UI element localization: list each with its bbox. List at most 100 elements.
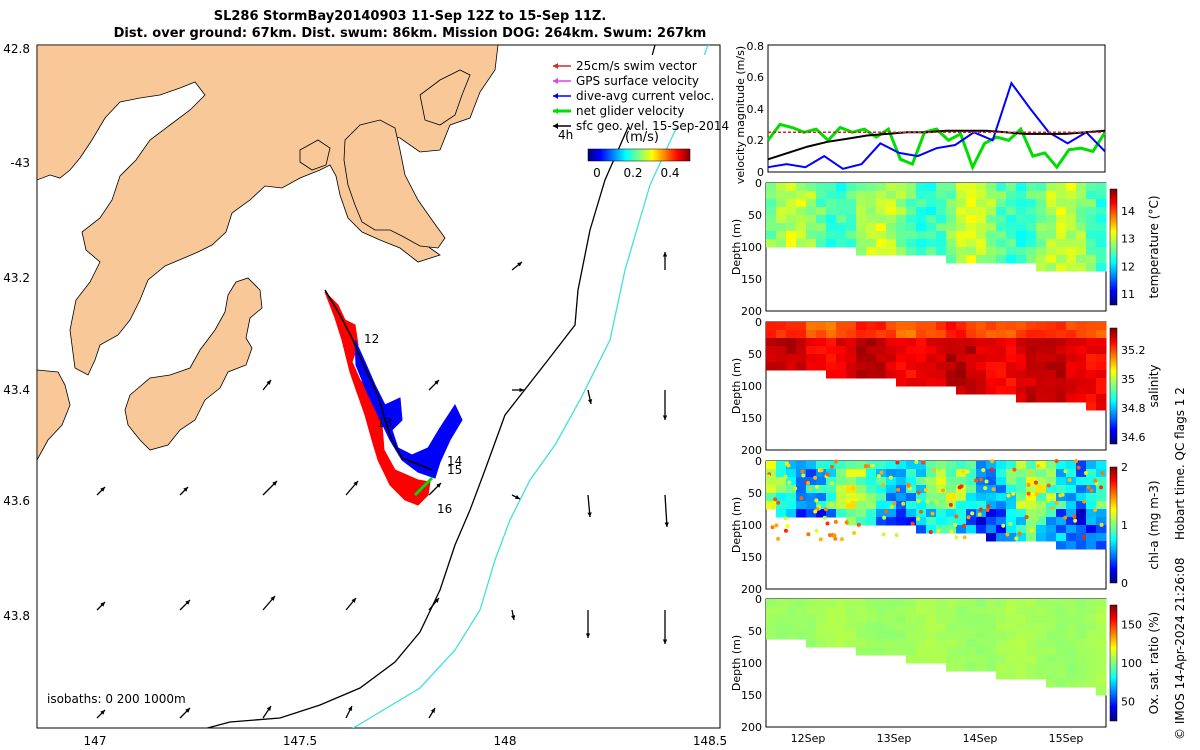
- section-cell: [956, 330, 967, 339]
- section-cell: [986, 623, 997, 632]
- section-cell: [806, 501, 817, 510]
- section-cell: [966, 631, 977, 640]
- section-cell: [846, 346, 857, 355]
- section-cell: [886, 623, 897, 632]
- section-cell: [906, 639, 917, 648]
- colorbar-tick: 100: [1121, 657, 1142, 670]
- section-cell: [806, 639, 817, 648]
- section-ytick: 100: [741, 519, 762, 532]
- section-cell: [1086, 370, 1097, 379]
- section-cell: [1046, 655, 1057, 664]
- section-cell: [916, 247, 927, 256]
- section-cell: [996, 663, 1007, 672]
- section-cell: [766, 623, 777, 632]
- credit-note: © IMOS 14-Apr-2024 21:26:08: [1173, 558, 1187, 741]
- section-cell: [1006, 346, 1017, 355]
- chl-sample-dot: [879, 470, 884, 475]
- section-cell: [916, 485, 927, 494]
- section-cell: [1016, 247, 1027, 256]
- chl-sample-dot: [827, 533, 832, 538]
- section-cell: [796, 330, 807, 339]
- section-cell: [866, 239, 877, 248]
- chl-sample-dot: [940, 488, 945, 493]
- section-cell: [956, 493, 967, 502]
- section-cell: [1066, 346, 1077, 355]
- velocity-yticks: 0 0.2 0.4 0.6 0.8: [747, 40, 765, 179]
- section-cell: [1036, 330, 1047, 339]
- section-cell: [836, 191, 847, 200]
- chl-sample-dot: [1058, 493, 1063, 498]
- section-cell: [996, 493, 1007, 502]
- chl-sample-dot: [924, 477, 929, 482]
- section-cell: [1026, 207, 1037, 216]
- section-cell: [1096, 687, 1107, 696]
- section-cell: [1096, 322, 1107, 331]
- section-cell: [806, 183, 817, 192]
- section-cell: [1076, 338, 1087, 347]
- section-cell: [986, 525, 997, 534]
- section-cell: [896, 199, 907, 208]
- section-cell: [946, 199, 957, 208]
- section-cell: [1016, 183, 1027, 192]
- chl-sample-dot: [894, 533, 899, 538]
- section-cell: [1066, 663, 1077, 672]
- section-cell: [1006, 362, 1017, 371]
- section-cell: [866, 469, 877, 478]
- section-ytick: 150: [741, 689, 762, 702]
- colorbar-label: temperature (°C): [1147, 196, 1161, 299]
- section-cell: [956, 623, 967, 632]
- section-cell: [976, 461, 987, 470]
- section-cell: [1066, 255, 1077, 264]
- section-cell: [1086, 533, 1097, 542]
- section-cell: [806, 354, 817, 363]
- section-cell: [1086, 394, 1097, 403]
- section-cell: [946, 362, 957, 371]
- lat-tick: 43.6: [3, 494, 30, 508]
- section-cell: [946, 255, 957, 264]
- current-arrowhead: [270, 596, 275, 601]
- section-cell: [1026, 247, 1037, 256]
- lon-tick: 147: [84, 734, 107, 748]
- section-cell: [966, 599, 977, 608]
- section-cell: [946, 615, 957, 624]
- section-cell: [986, 533, 997, 542]
- section-cell: [766, 183, 777, 192]
- section-cell: [1056, 541, 1067, 550]
- section-cell: [946, 322, 957, 331]
- section-cell: [916, 631, 927, 640]
- chl-sample-dot: [916, 499, 921, 504]
- section-cell: [786, 477, 797, 486]
- section-cell: [1096, 231, 1107, 240]
- chl-sample-dot: [978, 507, 983, 512]
- chl-sample-dot: [1046, 498, 1051, 503]
- section-cell: [896, 615, 907, 624]
- section-cell: [1086, 599, 1097, 608]
- chl-sample-dot: [1026, 491, 1031, 496]
- section-cell: [936, 354, 947, 363]
- section-cell: [806, 223, 817, 232]
- section-cell: [986, 346, 997, 355]
- section-cell: [1046, 199, 1057, 208]
- section-cell: [916, 525, 927, 534]
- section-cell: [1016, 493, 1027, 502]
- section-cell: [856, 631, 867, 640]
- section-cell: [856, 607, 867, 616]
- section-cell: [936, 223, 947, 232]
- section-cell: [886, 183, 897, 192]
- chl-sample-dot: [930, 511, 935, 516]
- section-cell: [946, 493, 957, 502]
- section-cell: [1096, 215, 1107, 224]
- section-cell: [896, 183, 907, 192]
- section-cell: [936, 469, 947, 478]
- section-cell: [836, 599, 847, 608]
- section-cell: [786, 631, 797, 640]
- section-cell: [776, 607, 787, 616]
- section-cell: [866, 485, 877, 494]
- section-cell: [866, 354, 877, 363]
- section-cell: [1086, 607, 1097, 616]
- section-cell: [986, 362, 997, 371]
- section-cell: [916, 199, 927, 208]
- section-cell: [1066, 239, 1077, 248]
- section-cell: [1066, 533, 1077, 542]
- section-cell: [966, 199, 977, 208]
